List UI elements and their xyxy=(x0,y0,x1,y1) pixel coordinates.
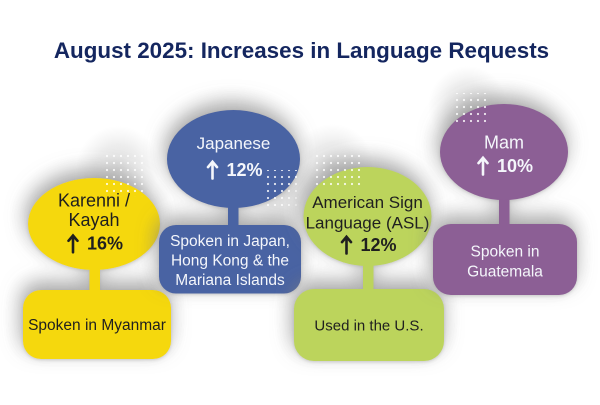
svg-text:August 2025: Increases in Lang: August 2025: Increases in Language Reque… xyxy=(54,38,549,63)
svg-text:12%: 12% xyxy=(226,160,262,180)
svg-text:Mam: Mam xyxy=(484,133,524,153)
svg-text:Spoken in Myanmar: Spoken in Myanmar xyxy=(28,317,166,334)
svg-text:Karenni /: Karenni / xyxy=(58,191,130,211)
svg-text:Guatemala: Guatemala xyxy=(467,264,543,281)
svg-text:American Sign: American Sign xyxy=(312,193,423,212)
svg-text:Hong Kong & the: Hong Kong & the xyxy=(171,253,289,270)
svg-text:Japanese: Japanese xyxy=(197,134,271,153)
svg-text:Kayah: Kayah xyxy=(68,210,119,230)
svg-text:10%: 10% xyxy=(497,156,533,176)
svg-text:Language (ASL): Language (ASL) xyxy=(306,214,430,233)
svg-text:Used in the U.S.: Used in the U.S. xyxy=(314,317,423,334)
svg-text:12%: 12% xyxy=(360,235,396,255)
svg-text:Spoken in Japan,: Spoken in Japan, xyxy=(170,233,290,250)
svg-text:16%: 16% xyxy=(87,234,123,254)
svg-text:Mariana Islands: Mariana Islands xyxy=(175,272,285,289)
svg-text:Spoken in: Spoken in xyxy=(471,244,540,261)
